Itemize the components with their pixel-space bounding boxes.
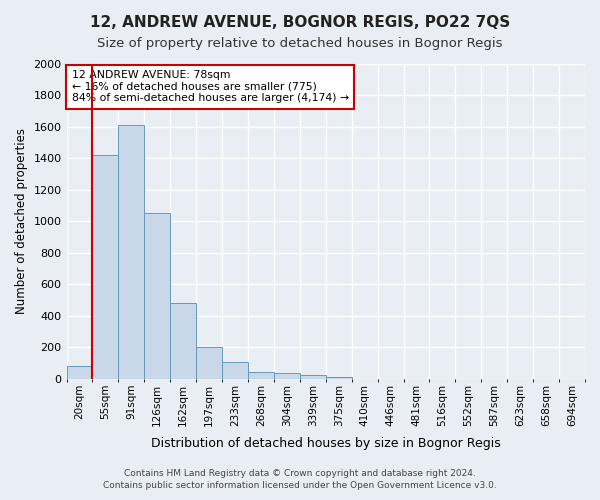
- X-axis label: Distribution of detached houses by size in Bognor Regis: Distribution of detached houses by size …: [151, 437, 500, 450]
- Bar: [222, 362, 248, 379]
- Bar: [300, 375, 326, 379]
- Bar: [274, 374, 300, 379]
- Bar: [196, 346, 222, 379]
- Bar: [326, 376, 352, 379]
- Bar: [67, 366, 92, 379]
- Bar: [145, 213, 170, 379]
- Text: Size of property relative to detached houses in Bognor Regis: Size of property relative to detached ho…: [97, 38, 503, 51]
- Y-axis label: Number of detached properties: Number of detached properties: [15, 128, 28, 314]
- Text: 12, ANDREW AVENUE, BOGNOR REGIS, PO22 7QS: 12, ANDREW AVENUE, BOGNOR REGIS, PO22 7Q…: [90, 15, 510, 30]
- Bar: [248, 372, 274, 379]
- Text: Contains HM Land Registry data © Crown copyright and database right 2024.
Contai: Contains HM Land Registry data © Crown c…: [103, 468, 497, 490]
- Bar: [92, 156, 118, 379]
- Bar: [170, 304, 196, 379]
- Bar: [118, 126, 145, 379]
- Text: 12 ANDREW AVENUE: 78sqm
← 16% of detached houses are smaller (775)
84% of semi-d: 12 ANDREW AVENUE: 78sqm ← 16% of detache…: [72, 70, 349, 104]
